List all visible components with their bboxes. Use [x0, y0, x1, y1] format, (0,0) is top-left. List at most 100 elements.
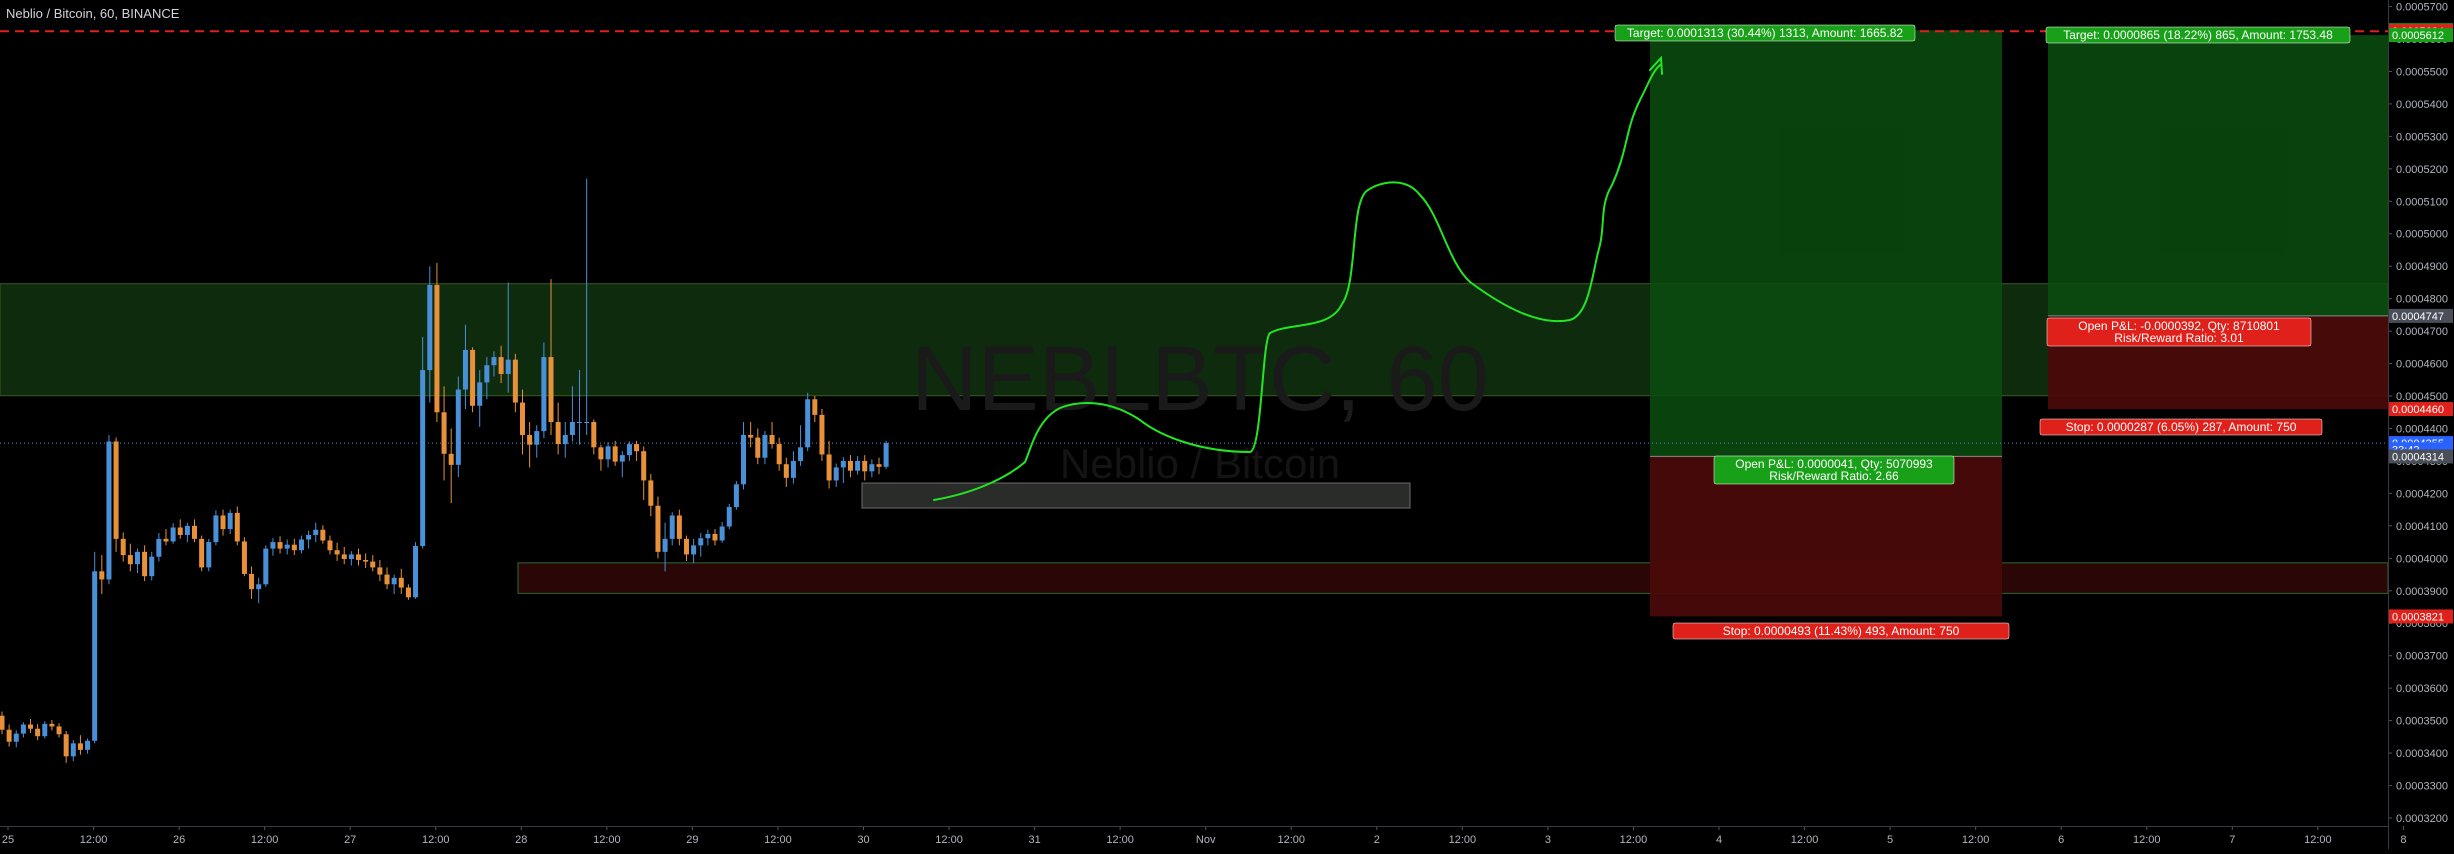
time-tick-label: 3: [1545, 834, 1551, 846]
candle: [812, 396, 818, 423]
candle-body: [306, 534, 312, 540]
time-tick-label: 28: [515, 834, 527, 846]
candle: [427, 266, 433, 403]
time-tick-label: 12:00: [1791, 834, 1819, 846]
time-tick-label: 12:00: [593, 834, 621, 846]
candle-body: [35, 728, 41, 737]
candle: [206, 538, 212, 572]
candle: [719, 521, 725, 543]
position-2-stop-label: Stop: 0.0000287 (6.05%) 287, Amount: 750: [2039, 418, 2323, 436]
price-tick-label: 0.0004600: [2396, 359, 2448, 371]
candle: [798, 425, 804, 466]
time-tick-label: 4: [1716, 834, 1722, 846]
candle-body: [455, 389, 461, 465]
price-axis[interactable]: 0.0003200 0.0003300 0.0003400 0.0003500 0.00…: [2388, 0, 2454, 849]
candle: [477, 370, 483, 427]
candle: [127, 543, 133, 572]
time-tick-label: 12:00: [1962, 834, 1990, 846]
candle-body: [519, 402, 525, 435]
candle: [263, 545, 269, 587]
candle-body: [790, 460, 796, 478]
position-1-pnl-label: Open P&L: 0.0000041, Qty: 5070993Risk/Re…: [1713, 455, 1955, 485]
price-tick-label: 0.0004500: [2396, 391, 2448, 403]
price-label-stop: 0.0004460: [2389, 402, 2453, 417]
time-tick-label: 31: [1028, 834, 1040, 846]
candle-body: [491, 357, 497, 366]
position-2-target-area: [2048, 35, 2388, 316]
candle: [769, 422, 775, 449]
candle: [869, 459, 875, 478]
candle: [420, 336, 426, 549]
time-tick-label: 12:00: [1620, 834, 1648, 846]
candle: [512, 353, 518, 413]
candle-body: [833, 467, 839, 481]
candle: [63, 731, 69, 763]
price-label-bg: [2389, 308, 2453, 323]
price-tick-label: 0.0004400: [2396, 423, 2448, 435]
candle-body: [127, 555, 133, 565]
candle: [363, 553, 369, 569]
candle: [156, 533, 162, 562]
candle: [241, 537, 247, 577]
candle-body: [256, 584, 262, 590]
candle-body: [106, 441, 112, 580]
candle: [42, 721, 48, 739]
price-tick-label: 0.0004200: [2396, 488, 2448, 500]
candle: [313, 522, 319, 543]
candle: [648, 473, 654, 517]
position-2-pnl-label-text-0: Open P&L: -0.0000392, Qty: 8710801: [2078, 319, 2280, 333]
candle: [726, 503, 732, 530]
forecast-drawing: [933, 64, 1661, 501]
price-tick-label: 0.0005300: [2396, 131, 2448, 143]
time-axis[interactable]: 25 12:00 26 12:00 27 12:00 28 12:00 29 12:00 30 12:…: [0, 826, 2406, 849]
candle-body: [277, 542, 283, 549]
candle-body: [755, 437, 761, 458]
candle-body: [85, 740, 91, 750]
time-tick-label: 25: [2, 834, 14, 846]
candle: [391, 574, 397, 595]
candle-body: [42, 723, 48, 737]
candle-body: [220, 515, 226, 530]
candle: [184, 522, 190, 543]
candle-body: [56, 726, 62, 735]
candle-body: [484, 365, 490, 383]
price-tick-label: 0.0003500: [2396, 716, 2448, 728]
candle: [405, 584, 411, 600]
price-tick-label: 0.0004900: [2396, 261, 2448, 273]
price-label-bg: [2389, 402, 2453, 417]
candle: [634, 440, 640, 461]
price-tick-label: 0.0005400: [2396, 99, 2448, 111]
symbol-title[interactable]: Neblio / Bitcoin, 60, BINANCE: [6, 6, 180, 21]
candle: [669, 512, 675, 546]
position-2-pnl-label-text-1: Risk/Reward Ratio: 3.01: [2114, 331, 2244, 345]
candle-body: [20, 724, 26, 734]
candle-body: [855, 460, 861, 471]
candle: [0, 711, 5, 735]
candle: [519, 389, 525, 455]
time-tick-label: 12:00: [422, 834, 450, 846]
candle: [149, 551, 155, 581]
candle: [384, 567, 390, 590]
candle-body: [591, 422, 597, 448]
candles-layer: [0, 178, 889, 763]
candle: [92, 551, 98, 744]
candle: [655, 496, 661, 559]
candle-body: [726, 507, 732, 527]
candle-body: [805, 399, 811, 448]
price-label-text: 0.0004460: [2392, 404, 2444, 416]
candle: [163, 529, 169, 546]
candle: [805, 392, 811, 452]
candle: [776, 437, 782, 471]
candle-body: [99, 571, 105, 580]
candle-body: [334, 550, 340, 555]
candle: [448, 428, 454, 504]
candle-body: [598, 447, 604, 460]
watermark-subtitle: Neblio / Bitcoin: [1060, 440, 1340, 487]
candle-body: [812, 399, 818, 415]
candle-body: [234, 512, 240, 542]
candle: [527, 422, 533, 468]
price-tick-label: 0.0003200: [2396, 813, 2448, 825]
drawings-layer: [933, 55, 1663, 501]
